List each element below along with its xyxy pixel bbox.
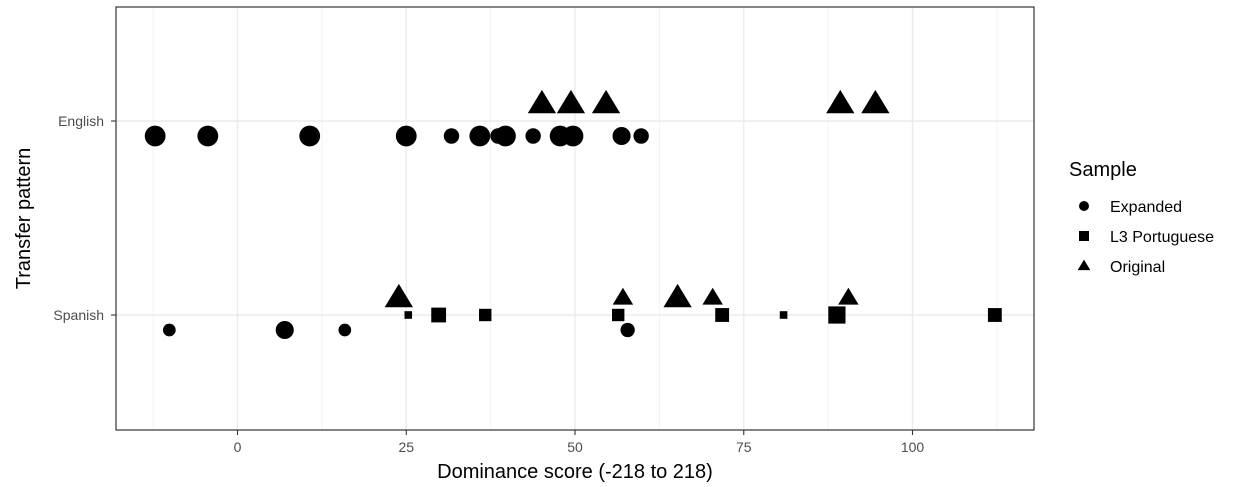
x-axis-title: Dominance score (-218 to 218) xyxy=(437,461,713,483)
data-point-circle xyxy=(338,323,352,337)
x-tick-label: 0 xyxy=(234,439,242,455)
data-point-circle xyxy=(612,126,631,146)
data-point-square xyxy=(431,307,447,323)
data-point-circle xyxy=(197,125,219,147)
data-point-circle xyxy=(469,125,491,147)
legend: Sample Expanded L3 Portuguese Original xyxy=(1069,159,1214,276)
data-point-triangle xyxy=(527,89,557,114)
data-point-square xyxy=(479,308,492,322)
data-point-circle xyxy=(633,128,649,144)
data-points xyxy=(144,89,1002,340)
grid-minor xyxy=(152,7,998,430)
x-tick-label: 50 xyxy=(567,439,583,455)
data-point-circle xyxy=(299,125,321,147)
data-point-triangle xyxy=(826,89,855,114)
data-point-circle xyxy=(525,128,541,144)
legend-label: L3 Portuguese xyxy=(1110,229,1214,246)
legend-label: Expanded xyxy=(1110,199,1182,216)
data-point-circle xyxy=(495,125,516,147)
data-point-square xyxy=(987,308,1002,322)
data-point-circle xyxy=(162,323,176,337)
data-point-triangle xyxy=(861,89,890,114)
legend-key-circle xyxy=(1079,201,1089,211)
data-point-circle xyxy=(144,125,166,147)
data-point-square xyxy=(779,311,788,319)
data-point-circle xyxy=(395,125,417,147)
x-tick-label: 100 xyxy=(901,439,925,455)
y-axis-ticks: English Spanish xyxy=(53,113,116,323)
data-point-triangle xyxy=(663,283,692,308)
data-point-triangle xyxy=(838,287,859,305)
data-point-triangle xyxy=(612,287,634,305)
grid-major xyxy=(116,7,1034,430)
data-point-square xyxy=(612,308,625,322)
data-point-triangle xyxy=(384,283,413,308)
x-tick-label: 25 xyxy=(398,439,414,455)
x-axis-ticks: 0 25 50 75 100 xyxy=(234,430,925,455)
data-point-triangle xyxy=(702,287,723,305)
data-point-square xyxy=(715,308,730,322)
x-tick-label: 75 xyxy=(736,439,752,455)
legend-label: Original xyxy=(1110,259,1165,276)
data-point-triangle xyxy=(591,89,621,114)
data-point-circle xyxy=(443,128,460,144)
data-point-circle xyxy=(275,320,294,340)
data-point-circle xyxy=(620,322,635,338)
y-axis-title: Transfer pattern xyxy=(13,148,35,290)
data-point-square xyxy=(828,306,846,324)
y-tick-label: English xyxy=(58,113,104,129)
legend-key-triangle xyxy=(1077,259,1091,271)
legend-key-square xyxy=(1079,231,1089,241)
data-point-circle xyxy=(562,125,584,147)
y-tick-label: Spanish xyxy=(53,307,104,323)
data-point-triangle xyxy=(556,89,586,114)
legend-title: Sample xyxy=(1069,159,1137,181)
data-point-square xyxy=(404,311,413,319)
